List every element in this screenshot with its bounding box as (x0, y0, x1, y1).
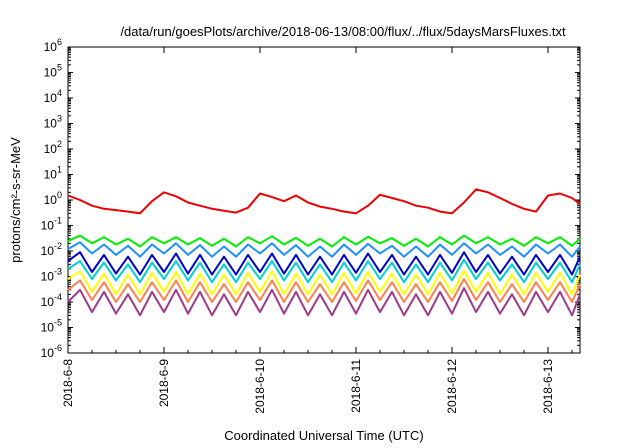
x-axis: 2018-6-8 2018-6-9 2018-6-10 2018-6-11 2018-6… (61, 47, 573, 414)
x-axis-label: Coordinated Universal Time (UTC) (224, 428, 423, 443)
y-axis-label: protons/cm²-s-sr-MeV (8, 137, 23, 263)
y-tick-label: 10-3 (41, 267, 62, 284)
x-tick-label: 2018-6-11 (349, 359, 363, 413)
series-line-2 (67, 234, 581, 248)
chart-title: /data/run/goesPlots/archive/2018-06-13/0… (120, 24, 566, 39)
y-tick-label: 10-5 (41, 318, 62, 335)
x-tick-label: 2018-6-13 (541, 359, 555, 414)
y-tick-label: 104 (44, 88, 62, 105)
x-tick-label: 2018-6-10 (253, 359, 267, 414)
series-line-7 (67, 278, 581, 303)
x-tick-label: 2018-6-8 (61, 359, 75, 407)
y-tick-label: 105 (44, 63, 62, 80)
y-tick-label: 100 (44, 190, 62, 207)
y-tick-label: 106 (44, 37, 62, 54)
y-tick-label: 10-6 (41, 343, 62, 360)
y-tick-label: 101 (44, 165, 62, 182)
y-tick-label: 10-4 (41, 292, 62, 309)
series-line-6 (67, 269, 581, 296)
series-line-8 (67, 287, 581, 317)
series-line-4 (67, 251, 581, 276)
y-tick-label: 102 (44, 139, 62, 156)
series-line-1 (67, 188, 581, 215)
series-lines (67, 188, 581, 317)
y-tick-label: 103 (44, 114, 62, 131)
x-tick-label: 2018-6-9 (157, 359, 171, 407)
series-line-3 (67, 241, 581, 258)
y-tick-label: 10-2 (41, 241, 62, 258)
y-tick-label: 10-1 (41, 216, 62, 233)
x-tick-label: 2018-6-12 (445, 359, 459, 414)
series-line-5 (67, 258, 581, 284)
